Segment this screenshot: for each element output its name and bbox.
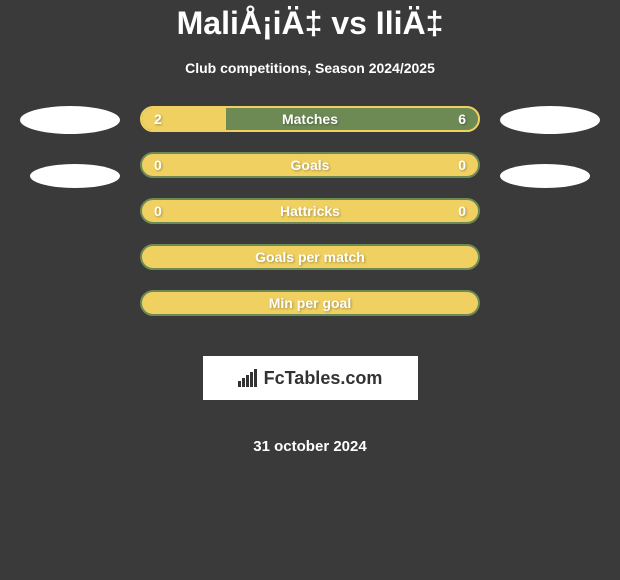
player1-avatar bbox=[20, 106, 120, 134]
matches-left-value: 2 bbox=[154, 111, 162, 127]
goals-right-value: 0 bbox=[458, 157, 466, 173]
mpg-label: Min per goal bbox=[269, 295, 351, 311]
hattricks-right-value: 0 bbox=[458, 203, 466, 219]
goals-label: Goals bbox=[291, 157, 330, 173]
logo-text: FcTables.com bbox=[264, 368, 383, 389]
player2-club-badge bbox=[500, 164, 590, 188]
matches-right-value: 6 bbox=[458, 111, 466, 127]
stat-bar-mpg: Min per goal bbox=[140, 290, 480, 316]
player1-club-badge bbox=[30, 164, 120, 188]
date-text: 31 october 2024 bbox=[253, 438, 366, 455]
page-title: MaliÅ¡iÄ‡ vs IliÄ‡ bbox=[177, 5, 444, 42]
subtitle: Club competitions, Season 2024/2025 bbox=[185, 60, 435, 76]
fctables-logo-link[interactable]: FcTables.com bbox=[203, 356, 418, 400]
gpm-label: Goals per match bbox=[255, 249, 365, 265]
stat-bar-hattricks: 0 Hattricks 0 bbox=[140, 198, 480, 224]
left-ovals bbox=[20, 106, 130, 188]
bar-chart-icon bbox=[238, 369, 258, 387]
hattricks-label: Hattricks bbox=[280, 203, 340, 219]
matches-label: Matches bbox=[282, 111, 338, 127]
player2-avatar bbox=[500, 106, 600, 134]
stat-bar-goals: 0 Goals 0 bbox=[140, 152, 480, 178]
main-area: 2 Matches 6 0 Goals 0 0 Hattricks 0 Goal… bbox=[0, 106, 620, 455]
goals-left-value: 0 bbox=[154, 157, 162, 173]
stats-column: 2 Matches 6 0 Goals 0 0 Hattricks 0 Goal… bbox=[140, 106, 480, 455]
stat-bar-matches: 2 Matches 6 bbox=[140, 106, 480, 132]
hattricks-left-value: 0 bbox=[154, 203, 162, 219]
right-ovals bbox=[490, 106, 600, 188]
main-container: MaliÅ¡iÄ‡ vs IliÄ‡ Club competitions, Se… bbox=[0, 0, 620, 580]
stat-bar-gpm: Goals per match bbox=[140, 244, 480, 270]
